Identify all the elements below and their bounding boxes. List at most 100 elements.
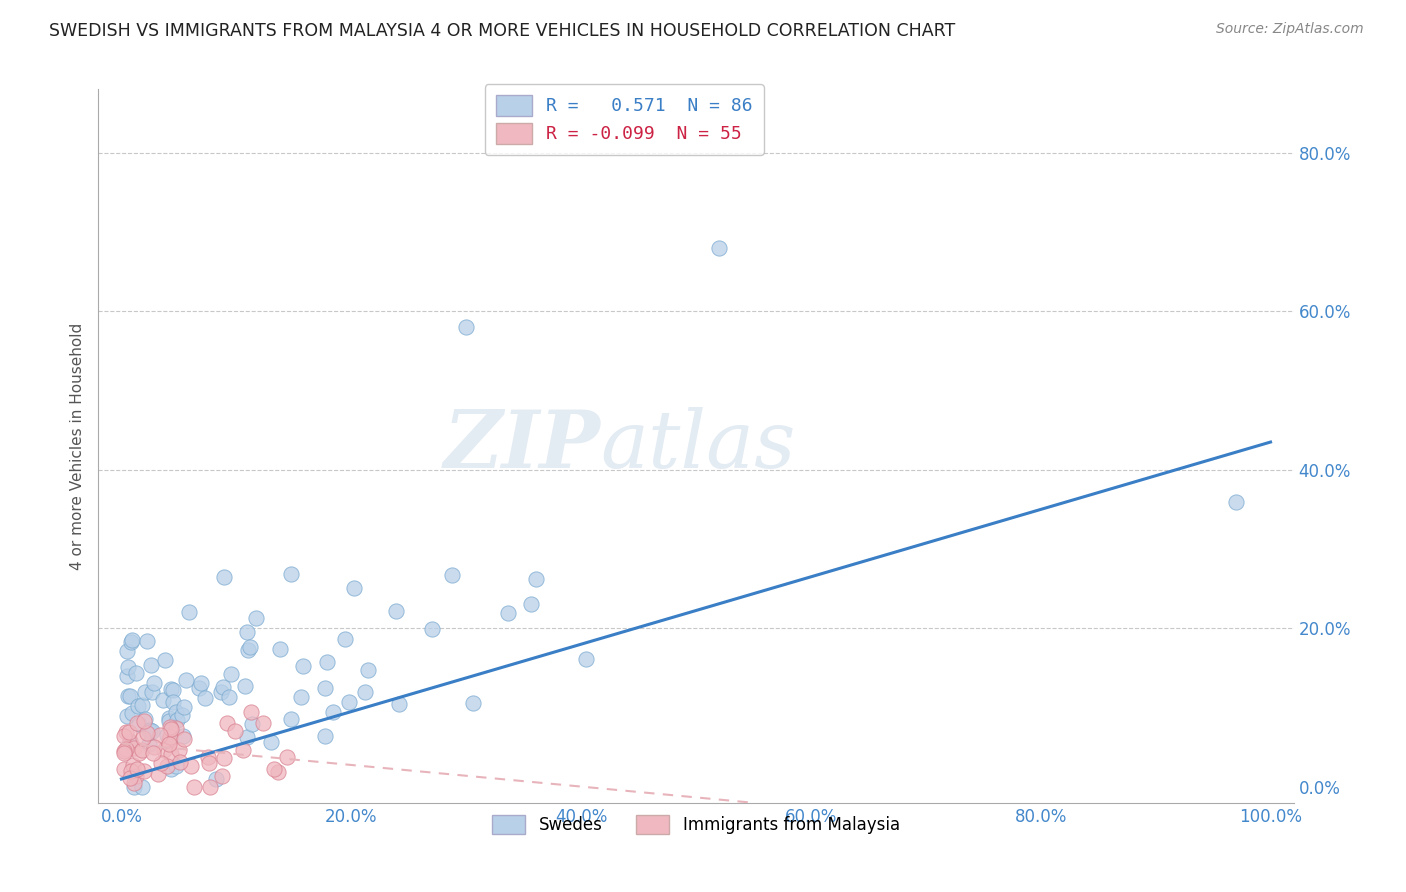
Point <box>343 581 366 595</box>
Point <box>172 729 194 743</box>
Point <box>280 566 302 581</box>
Point <box>280 712 302 726</box>
Point <box>134 764 156 778</box>
Point <box>134 712 156 726</box>
Point <box>125 715 148 730</box>
Point <box>496 606 519 620</box>
Point <box>357 663 380 677</box>
Point <box>112 762 135 776</box>
Point <box>124 769 146 783</box>
Point <box>159 731 181 745</box>
Point <box>136 726 159 740</box>
Point <box>115 709 138 723</box>
Text: atlas: atlas <box>600 408 796 484</box>
Point <box>172 708 194 723</box>
Point <box>122 776 145 790</box>
Point <box>115 669 138 683</box>
Point <box>153 653 176 667</box>
Point <box>120 635 142 649</box>
Point <box>575 652 598 666</box>
Point <box>146 766 169 780</box>
Point <box>120 689 142 703</box>
Legend: Swedes, Immigrants from Malaysia: Swedes, Immigrants from Malaysia <box>482 805 910 845</box>
Point <box>121 706 143 721</box>
Point <box>212 570 235 584</box>
Point <box>115 741 138 756</box>
Point <box>190 676 212 690</box>
Point <box>149 756 172 770</box>
Point <box>162 695 184 709</box>
Point <box>165 721 187 735</box>
Point <box>165 705 187 719</box>
Point <box>127 762 149 776</box>
Point <box>211 681 233 695</box>
Point <box>209 684 232 698</box>
Text: ZIP: ZIP <box>443 408 600 484</box>
Point <box>153 743 176 757</box>
Point <box>240 705 263 719</box>
Point <box>461 696 484 710</box>
Point <box>520 597 543 611</box>
Point <box>152 693 174 707</box>
Point <box>112 729 135 743</box>
Point <box>224 724 246 739</box>
Point <box>236 731 259 745</box>
Point <box>188 681 211 695</box>
Point <box>384 604 406 618</box>
Point <box>157 734 180 748</box>
Point <box>353 684 375 698</box>
Point <box>388 697 411 711</box>
Point <box>142 746 165 760</box>
Point <box>215 715 238 730</box>
Point <box>169 756 191 770</box>
Point <box>131 698 153 713</box>
Point <box>142 740 165 755</box>
Point <box>156 758 179 772</box>
Point <box>314 729 336 743</box>
Point <box>159 720 181 734</box>
Point <box>194 690 217 705</box>
Point <box>141 724 163 739</box>
Point <box>122 780 145 794</box>
Point <box>143 676 166 690</box>
Point <box>173 699 195 714</box>
Point <box>240 717 263 731</box>
Point <box>165 759 187 773</box>
Point <box>1225 494 1247 508</box>
Point <box>160 762 183 776</box>
Point <box>124 666 146 681</box>
Point <box>138 738 160 752</box>
Point <box>291 659 314 673</box>
Point <box>157 711 180 725</box>
Point <box>219 667 242 681</box>
Point <box>128 747 150 761</box>
Point <box>212 751 235 765</box>
Point <box>198 756 221 771</box>
Y-axis label: 4 or more Vehicles in Household: 4 or more Vehicles in Household <box>69 322 84 570</box>
Point <box>420 623 443 637</box>
Point <box>290 690 312 704</box>
Point <box>179 605 201 619</box>
Point <box>232 742 254 756</box>
Point <box>198 780 221 794</box>
Point <box>157 737 180 751</box>
Point <box>120 764 142 778</box>
Point <box>159 722 181 736</box>
Point <box>211 769 233 783</box>
Point <box>160 747 183 762</box>
Point <box>117 690 139 704</box>
Point <box>197 749 219 764</box>
Point <box>166 713 188 727</box>
Point <box>204 772 226 786</box>
Point <box>239 640 262 655</box>
Point <box>267 765 290 780</box>
Point <box>157 714 180 728</box>
Point <box>167 742 190 756</box>
Point <box>218 690 240 705</box>
Point <box>263 762 285 776</box>
Point <box>131 743 153 757</box>
Point <box>156 728 179 742</box>
Point <box>118 725 141 739</box>
Point <box>122 741 145 756</box>
Point <box>118 734 141 748</box>
